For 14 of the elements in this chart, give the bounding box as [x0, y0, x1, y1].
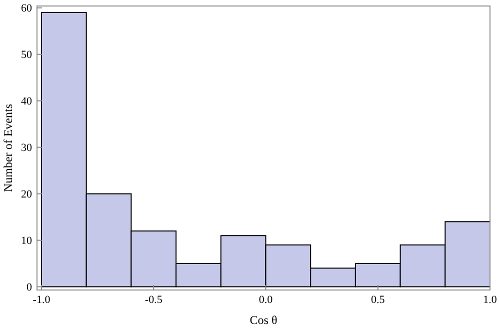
- y-tick-label: 60: [21, 2, 32, 14]
- x-tick-label: 0.5: [370, 294, 386, 306]
- y-tick-label: 10: [21, 234, 32, 247]
- y-tick-label: 20: [21, 188, 32, 200]
- y-tick-label: 30: [21, 142, 32, 154]
- y-tick-label: 50: [21, 48, 32, 61]
- x-axis-title: Cos θ: [250, 313, 278, 327]
- x-tick-label: 1.0: [483, 294, 498, 306]
- x-tick-label: -0.5: [144, 294, 163, 306]
- y-tick-label: 40: [21, 95, 32, 108]
- y-tick-label: 0: [26, 281, 32, 294]
- x-tick-label: 0.0: [258, 294, 274, 306]
- y-axis-title: Number of Events: [1, 104, 15, 192]
- x-tick-label: -1.0: [32, 294, 51, 306]
